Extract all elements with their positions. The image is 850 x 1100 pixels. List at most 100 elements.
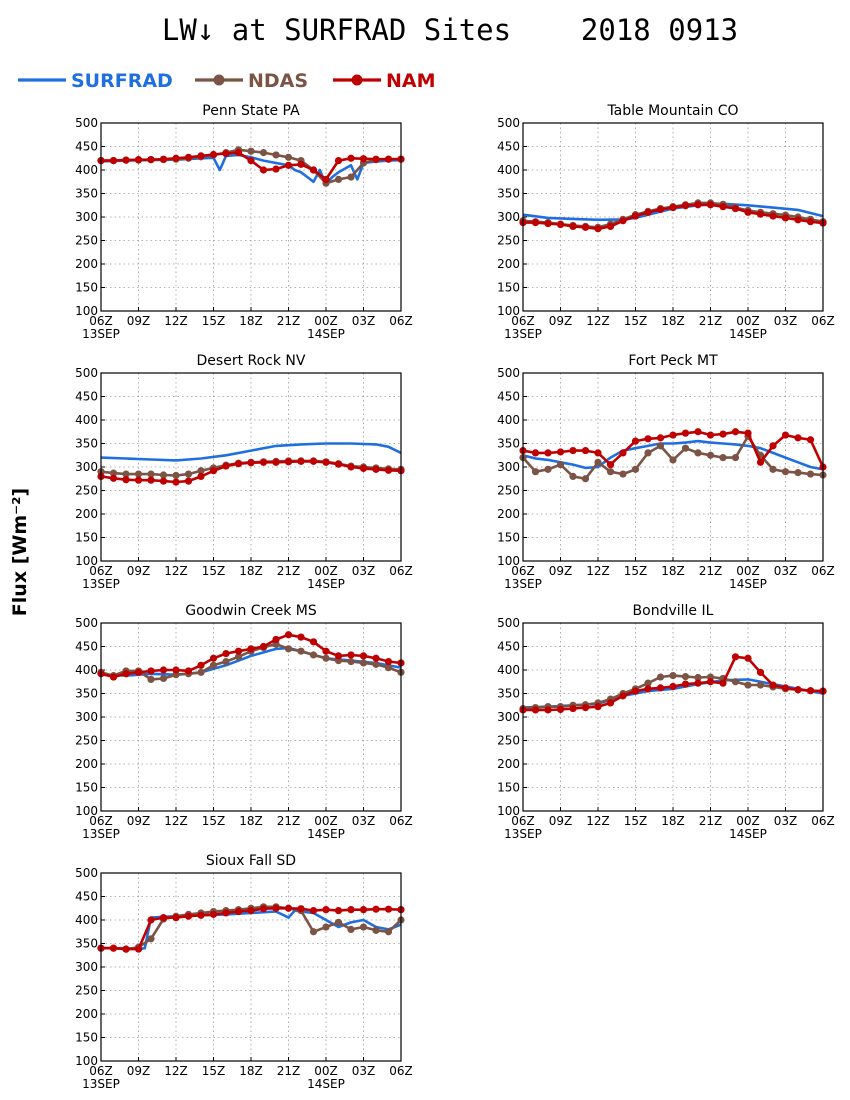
data-point-ndas	[644, 449, 652, 457]
y-tick-label: 400	[75, 413, 98, 427]
data-point-nam	[197, 911, 205, 919]
data-point-nam	[794, 434, 802, 442]
data-point-nam	[309, 166, 318, 174]
data-point-nam	[719, 430, 727, 438]
x-tick-label: 21Z	[699, 814, 723, 828]
data-point-nam	[284, 458, 293, 466]
plot-frame	[100, 872, 402, 1062]
data-point-ndas	[322, 923, 330, 931]
data-point-nam	[756, 210, 765, 218]
plot-frame	[100, 622, 402, 812]
y-tick-label: 150	[75, 531, 98, 545]
data-point-nam	[756, 668, 765, 676]
y-tick-label: 100	[75, 804, 98, 818]
x-tick-label: 12Z	[586, 314, 610, 328]
panel-title: Table Mountain CO	[606, 103, 738, 119]
data-point-nam	[134, 476, 143, 484]
data-point-ndas	[159, 674, 168, 683]
data-point-ndas	[594, 458, 602, 466]
y-tick-label: 100	[497, 304, 520, 318]
x-tick-label: 06Z	[89, 564, 113, 578]
data-point-nam	[631, 437, 640, 445]
data-point-nam	[669, 204, 677, 212]
data-point-nam	[544, 449, 552, 457]
data-point-ndas	[606, 468, 615, 476]
data-point-nam	[184, 477, 193, 485]
panel-title: Desert Rock NV	[197, 353, 306, 369]
data-point-nam	[109, 474, 118, 482]
y-tick-label: 200	[497, 757, 520, 771]
data-point-nam	[134, 945, 143, 953]
data-point-ndas	[806, 470, 815, 478]
data-point-nam	[109, 157, 118, 165]
x-date-label: 13SEP	[504, 327, 542, 341]
data-point-nam	[122, 476, 130, 484]
data-point-nam	[247, 157, 255, 165]
x-tick-label: 06Z	[511, 814, 535, 828]
data-point-nam	[719, 203, 727, 211]
series-line-ndas	[522, 674, 824, 710]
y-tick-label: 100	[497, 554, 520, 568]
y-tick-label: 450	[75, 890, 98, 904]
data-point-nam	[172, 478, 180, 486]
data-point-nam	[297, 457, 305, 465]
data-point-nam	[531, 449, 540, 457]
data-point-nam	[384, 155, 393, 163]
series-line-surfrad	[101, 909, 402, 951]
data-point-ndas	[769, 465, 777, 473]
data-point-ndas	[372, 660, 380, 668]
data-point-nam	[109, 944, 118, 952]
x-date-label: 13SEP	[504, 827, 542, 841]
y-tick-label: 100	[75, 304, 98, 318]
data-point-nam	[781, 214, 790, 222]
data-point-nam	[581, 446, 590, 455]
x-tick-label: 03Z	[774, 314, 798, 328]
data-point-nam	[556, 705, 565, 714]
data-point-nam	[222, 462, 230, 470]
data-point-nam	[569, 222, 577, 230]
data-point-ndas	[359, 659, 368, 667]
data-point-nam	[806, 218, 815, 226]
data-point-ndas	[384, 928, 393, 936]
y-tick-label: 200	[497, 257, 520, 271]
data-point-nam	[134, 156, 143, 164]
data-point-nam	[359, 464, 368, 473]
y-tick-label: 400	[75, 163, 98, 177]
y-tick-label: 150	[75, 781, 98, 795]
data-point-ndas	[681, 672, 690, 681]
y-tick-label: 300	[497, 460, 520, 474]
data-point-nam	[606, 699, 615, 707]
legend: SURFRAD NDAS NAM	[18, 70, 436, 92]
data-point-nam	[147, 156, 155, 164]
data-point-ndas	[669, 672, 677, 680]
panel-penn-state-pa: Penn State PA 100 150 200 250 300 350 400 450 500…	[75, 103, 413, 341]
data-point-ndas	[147, 470, 155, 478]
y-tick-label: 500	[497, 366, 520, 380]
x-tick-label: 06Z	[389, 1064, 413, 1078]
x-tick-label: 06Z	[511, 564, 535, 578]
panels: Penn State PA 100 150 200 250 300 350 400 450 500…	[75, 103, 835, 1091]
data-point-nam	[756, 458, 765, 466]
data-point-nam	[581, 704, 590, 712]
x-tick-label: 00Z	[314, 814, 338, 828]
data-point-nam	[569, 704, 577, 713]
data-point-nam	[681, 680, 690, 688]
x-tick-label: 03Z	[352, 564, 376, 578]
data-point-nam	[209, 654, 218, 662]
series-surfrad	[100, 153, 402, 186]
x-tick-label: 00Z	[736, 314, 760, 328]
legend-label: NDAS	[248, 70, 308, 92]
data-point-nam	[234, 907, 243, 916]
x-date-label: 14SEP	[307, 827, 345, 841]
data-point-ndas	[272, 151, 280, 159]
x-date-label: 14SEP	[307, 1077, 345, 1091]
panel-title: Bondville IL	[633, 603, 714, 619]
x-tick-label: 12Z	[586, 564, 610, 578]
y-tick-label: 300	[497, 210, 520, 224]
data-point-nam	[769, 212, 777, 220]
x-tick-label: 06Z	[89, 814, 113, 828]
legend-marker	[213, 74, 225, 86]
data-point-nam	[719, 679, 727, 687]
data-point-ndas	[122, 470, 130, 478]
data-point-ndas	[284, 645, 293, 653]
